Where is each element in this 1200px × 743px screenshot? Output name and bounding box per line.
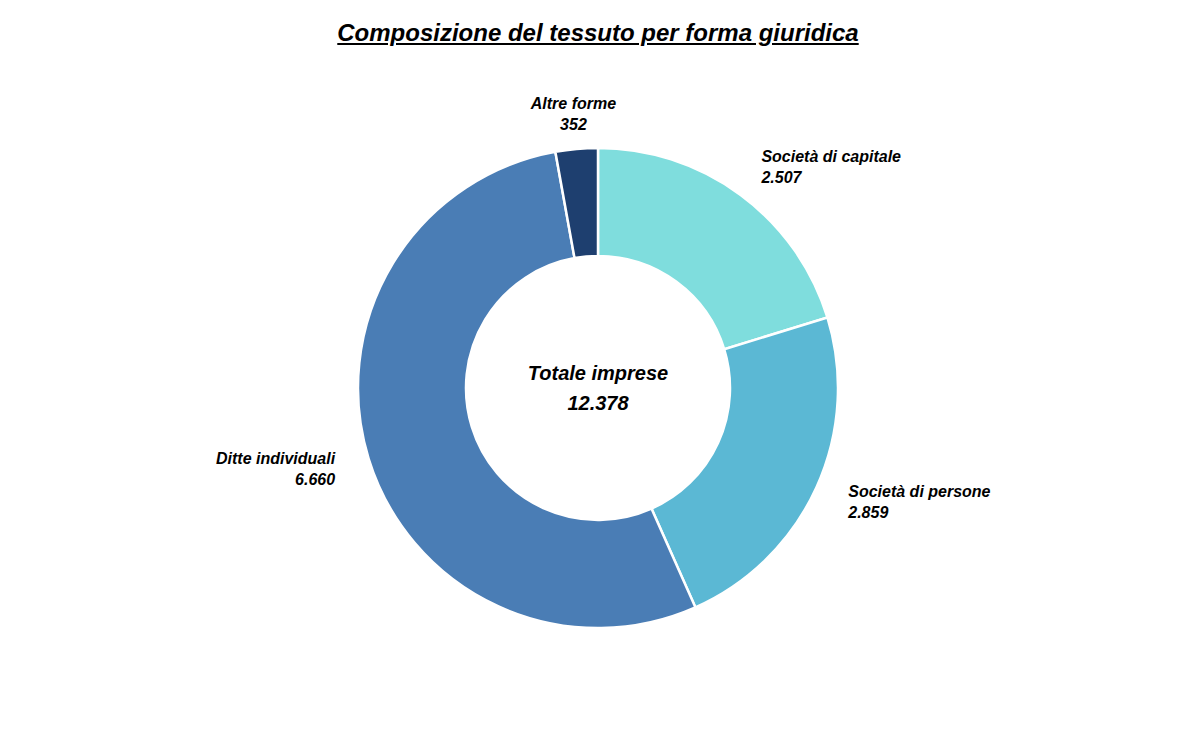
html-text:12.378: 12.378 (567, 392, 629, 414)
svg-text:Ditte individuali6.660: Ditte individuali6.660 (216, 450, 336, 488)
html-text:Composizione del tessuto per f: Composizione del tessuto per forma giuri… (337, 19, 859, 46)
svg-text:Altre forme352: Altre forme352 (530, 95, 616, 133)
html-text:Totale imprese: Totale imprese (527, 362, 669, 384)
svg-text:Società di capitale2.507: Società di capitale2.507 (760, 148, 901, 186)
svg-text:Società di persone2.859: Società di persone2.859 (847, 483, 990, 521)
